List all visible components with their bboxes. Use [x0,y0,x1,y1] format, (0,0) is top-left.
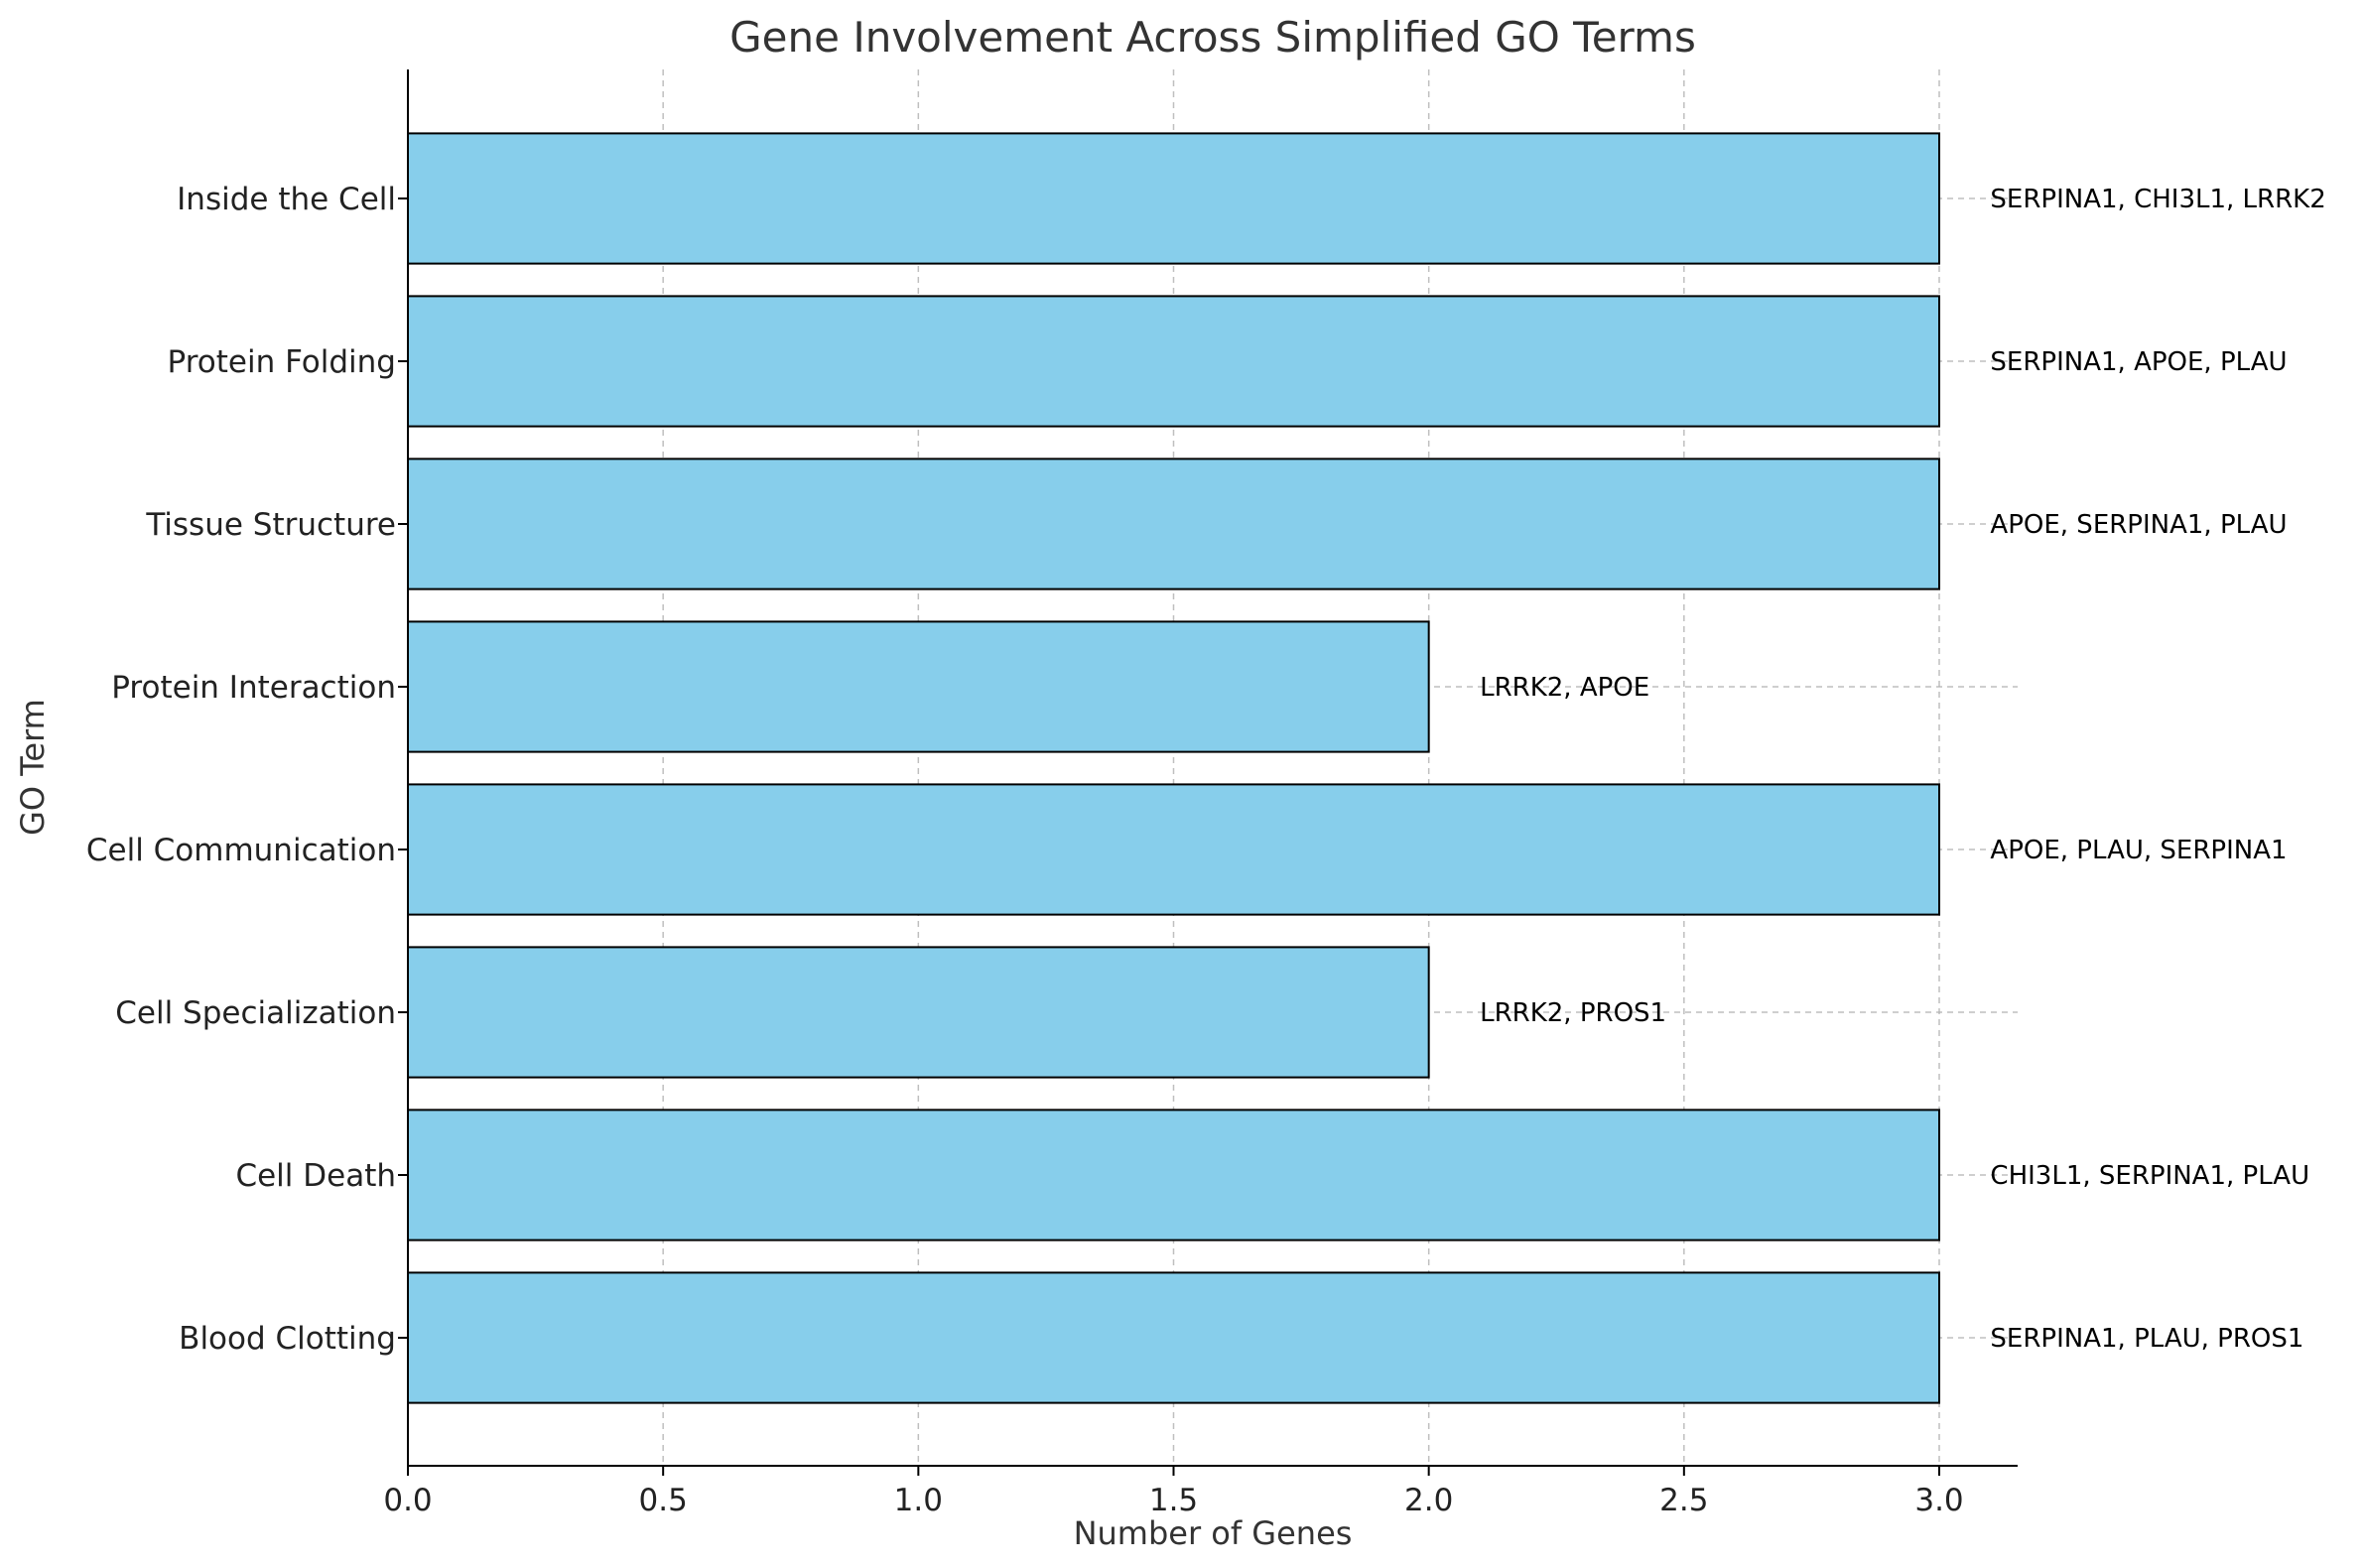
bar-annotation: SERPINA1, PLAU, PROS1 [1990,1324,2303,1354]
y-axis-label: GO Term [14,699,52,836]
bar-annotation: CHI3L1, SERPINA1, PLAU [1990,1161,2309,1191]
bar-annotation: SERPINA1, CHI3L1, LRRK2 [1990,185,2325,214]
bars [407,132,1940,1404]
x-tick-label: 0.5 [639,1483,688,1518]
bar [407,1271,1940,1404]
x-tick-label: 1.5 [1149,1483,1198,1518]
bar-annotations: SERPINA1, PLAU, PROS1 CHI3L1, SERPINA1, P… [1480,185,2326,1354]
y-tick-label: Protein Folding [168,344,396,380]
bar-annotation: APOE, PLAU, SERPINA1 [1990,836,2287,865]
bar [407,783,1940,916]
y-tick-label: Blood Clotting [179,1321,396,1357]
x-tick-label: 0.0 [383,1483,432,1518]
x-tick-label: 1.0 [894,1483,943,1518]
x-tick-label: 2.0 [1404,1483,1453,1518]
chart-title: Gene Involvement Across Simplified GO Te… [729,13,1696,62]
bar [407,457,1940,590]
axes [407,69,2018,1467]
grid [408,69,2018,1466]
y-ticks: Blood Clotting Cell Death Cell Specializat… [86,182,408,1357]
bar [407,620,1430,753]
bar-annotation: LRRK2, PROS1 [1480,998,1666,1028]
y-tick-label: Protein Interaction [111,670,396,706]
x-ticks: 0.0 0.5 1.0 1.5 2.0 2.5 3.0 [383,1466,1964,1518]
x-tick-label: 2.5 [1659,1483,1708,1518]
bar [407,295,1940,428]
y-tick-label: Cell Death [235,1158,396,1194]
y-tick-label: Cell Specialization [115,995,396,1031]
y-tick-label: Inside the Cell [177,182,396,217]
bar [407,1109,1940,1241]
y-tick-label: Tissue Structure [145,507,396,543]
x-tick-label: 3.0 [1914,1483,1963,1518]
bar-annotation: LRRK2, APOE [1480,673,1649,703]
bar [407,132,1940,265]
x-axis-label: Number of Genes [1074,1514,1353,1552]
y-tick-label: Cell Communication [86,833,396,868]
bar-annotation: SERPINA1, APOE, PLAU [1990,347,2287,377]
bar-annotation: APOE, SERPINA1, PLAU [1990,510,2287,540]
bar [407,946,1430,1079]
